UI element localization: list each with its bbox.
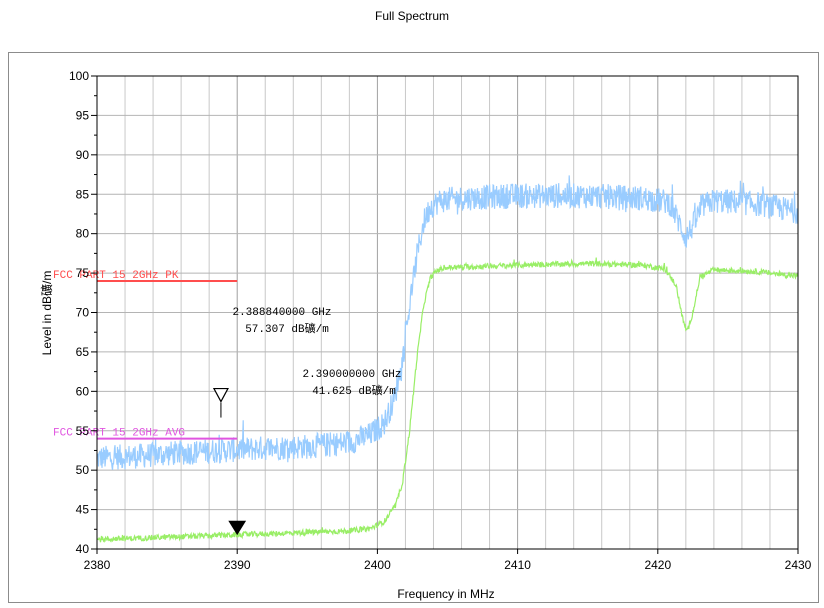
- marker-1-triangle-icon: [212, 387, 229, 403]
- chart-frame: [8, 52, 819, 603]
- y-axis-label: Level in dB礦/m: [39, 271, 54, 356]
- y-tick-label: 80: [76, 227, 90, 241]
- marker-level-label: 57.307 dB礦/m: [245, 321, 329, 336]
- y-tick-label: 70: [76, 306, 90, 320]
- limit-line-label: FCC PART 15 2GHz AVG: [53, 428, 185, 440]
- y-tick-label: 50: [76, 463, 90, 477]
- marker-2-triangle-icon: [228, 520, 247, 536]
- chart-title: Full Spectrum: [374, 9, 450, 23]
- limit-lines: FCC PART 15 2GHz PK FCC PART 15 2GHz AVG: [53, 270, 238, 440]
- x-tick-label: 2390: [224, 558, 251, 572]
- marker-frequency-label: 2.390000000 GHz: [302, 369, 401, 381]
- y-tick-label: 95: [76, 108, 90, 122]
- y-tick-label: 65: [76, 345, 90, 359]
- series-2-trace: [96, 257, 799, 543]
- y-tick-label: 40: [76, 542, 90, 556]
- x-tick-label: 2420: [644, 558, 671, 572]
- x-tick-label: 2400: [364, 558, 391, 572]
- marker-level-label: 41.625 dB礦/m: [312, 383, 396, 398]
- y-tick-label: 45: [76, 503, 90, 517]
- limit-line-label: FCC PART 15 2GHz PK: [53, 270, 179, 282]
- y-tick-label: 85: [76, 187, 90, 201]
- y-tick-label: 75: [76, 266, 90, 280]
- x-tick-label: 2410: [504, 558, 531, 572]
- series-1-trace: [96, 175, 799, 470]
- axes-group: 40 45 50 55 60 65 70 75 80 85 90 95 100 2380 2390 2400 2…: [69, 69, 812, 572]
- y-tick-label: 60: [76, 384, 90, 398]
- markers-group: 2.388840000 GHz 57.307 dB礦/m 2.390000000 G…: [212, 307, 402, 536]
- x-tick-label: 2430: [785, 558, 812, 572]
- x-axis-label: Frequency in MHz: [397, 587, 494, 601]
- y-tick-label: 55: [76, 424, 90, 438]
- marker-frequency-label: 2.388840000 GHz: [232, 307, 331, 319]
- y-tick-label: 90: [76, 148, 90, 162]
- series-group: [96, 175, 799, 543]
- x-tick-label: 2380: [84, 558, 111, 572]
- y-tick-label: 100: [69, 69, 89, 83]
